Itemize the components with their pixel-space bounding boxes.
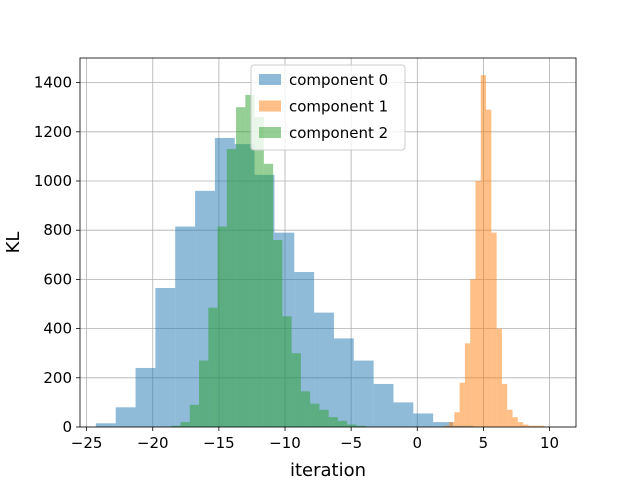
series-2-bar — [292, 353, 301, 427]
x-tick-label: −5 — [340, 434, 362, 452]
legend-label-1: component 1 — [289, 98, 388, 116]
y-tick-label: 1200 — [34, 123, 72, 141]
series-1-bar — [454, 412, 459, 427]
series-0-bar — [136, 368, 156, 427]
series-1-bar — [502, 384, 507, 427]
legend-swatch-2 — [259, 127, 281, 138]
series-1-bar — [449, 422, 454, 427]
x-tick-label: −10 — [269, 434, 301, 452]
series-1-bar — [465, 343, 470, 427]
series-2-bar — [301, 391, 310, 427]
legend-label-0: component 0 — [289, 71, 388, 89]
series-2-bar — [181, 422, 190, 427]
legend-swatch-1 — [259, 101, 281, 112]
y-tick-label: 200 — [43, 369, 72, 387]
y-tick-label: 1000 — [34, 172, 72, 190]
x-tick-label: 5 — [479, 434, 489, 452]
series-0-bar — [175, 227, 195, 427]
series-0-bar — [393, 402, 413, 427]
series-1-bar — [460, 383, 465, 427]
y-tick-label: 600 — [43, 270, 72, 288]
series-1-bar — [497, 329, 502, 427]
series-2-bar — [218, 227, 227, 427]
series-0-bar — [334, 338, 354, 427]
x-tick-label: −15 — [203, 434, 235, 452]
x-tick-label: 10 — [540, 434, 559, 452]
series-2-bar — [273, 240, 282, 427]
series-0-bar — [96, 423, 116, 427]
legend: component 0 component 1 component 2 — [251, 65, 405, 150]
series-1-bar — [475, 181, 480, 427]
y-tick-label: 800 — [43, 221, 72, 239]
legend-swatch-0 — [259, 74, 281, 85]
series-0-bar — [354, 361, 374, 427]
series-1-bar — [470, 279, 475, 427]
series-0-bar — [374, 384, 394, 427]
series-2-bar — [190, 405, 199, 427]
series-2-bar — [338, 421, 347, 427]
x-tick-label: −20 — [137, 434, 169, 452]
x-tick-label: 0 — [413, 434, 423, 452]
series-2-bar — [227, 149, 236, 427]
series-1-bar — [513, 417, 518, 427]
x-axis-title: iteration — [290, 460, 366, 480]
y-tick-label: 1400 — [34, 74, 72, 92]
y-tick-label: 400 — [43, 320, 72, 338]
series-1-bar — [491, 233, 496, 427]
series-1-bar — [507, 410, 512, 427]
series-2-bar — [310, 404, 319, 427]
y-axis-title: KL — [3, 232, 24, 254]
series-2-bar — [282, 316, 291, 427]
series-1-bar — [518, 422, 523, 427]
x-tick-label: −25 — [71, 434, 103, 452]
y-tick-label: 0 — [62, 418, 72, 436]
series-1-bar — [481, 75, 486, 427]
series-2-bar — [319, 410, 328, 427]
series-2-bar — [255, 117, 264, 427]
legend-label-2: component 2 — [289, 124, 388, 142]
series-2-bar — [199, 361, 208, 427]
series-0-bar — [155, 288, 175, 427]
series-1-bar — [486, 110, 491, 427]
series-2-bar — [236, 107, 245, 427]
series-0-bar — [413, 413, 433, 427]
series-0-bar — [116, 407, 136, 427]
series-2-bar — [329, 417, 338, 427]
series-2-bar — [264, 164, 273, 427]
series-2-bar — [208, 308, 217, 427]
